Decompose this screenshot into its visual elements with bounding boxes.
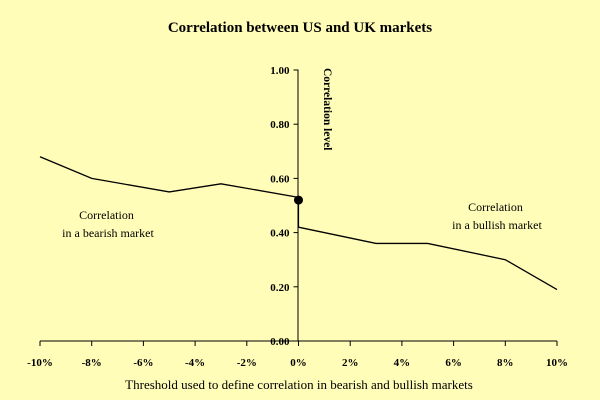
y-tick-label: 0.00 (270, 336, 290, 348)
x-tick-label: -4% (185, 357, 205, 369)
bullish-annotation: Correlation in a bullish market (452, 200, 542, 232)
x-tick-label: -6% (133, 357, 153, 369)
x-axis-label: Threshold used to define correlation in … (125, 377, 473, 392)
x-tick-label: -8% (82, 357, 102, 369)
x-tick-label: 4% (394, 357, 411, 369)
x-tick-label: 6% (445, 357, 462, 369)
zero-threshold-marker (294, 195, 303, 205)
y-ticks: 0.00 0.20 0.40 0.60 0.80 1.00 (270, 65, 299, 348)
y-tick-label: 1.00 (270, 65, 290, 77)
x-tick-label: -2% (237, 357, 257, 369)
x-tick-label: 0% (290, 357, 307, 369)
y-tick-label: 0.80 (270, 119, 290, 131)
bullish-series-line (298, 226, 558, 291)
y-tick-label: 0.40 (270, 228, 290, 240)
series-lines (39, 156, 558, 291)
y-tick-label: 0.20 (270, 282, 290, 294)
y-axis-label: Correlation level (321, 68, 333, 151)
x-tick-label: -10% (27, 357, 53, 369)
chart-title: Correlation between US and UK markets (168, 20, 432, 36)
x-ticks: -10% -8% -6% -4% -2% 0% 2% 4% 6% 8% 10% (27, 341, 568, 369)
x-tick-label: 10% (546, 357, 568, 369)
bearish-annotation: Correlation in a bearish market (62, 208, 154, 240)
x-tick-label: 8% (497, 357, 514, 369)
bearish-series-line (39, 156, 299, 199)
y-tick-label: 0.60 (270, 173, 290, 185)
x-tick-label: 2% (342, 357, 359, 369)
